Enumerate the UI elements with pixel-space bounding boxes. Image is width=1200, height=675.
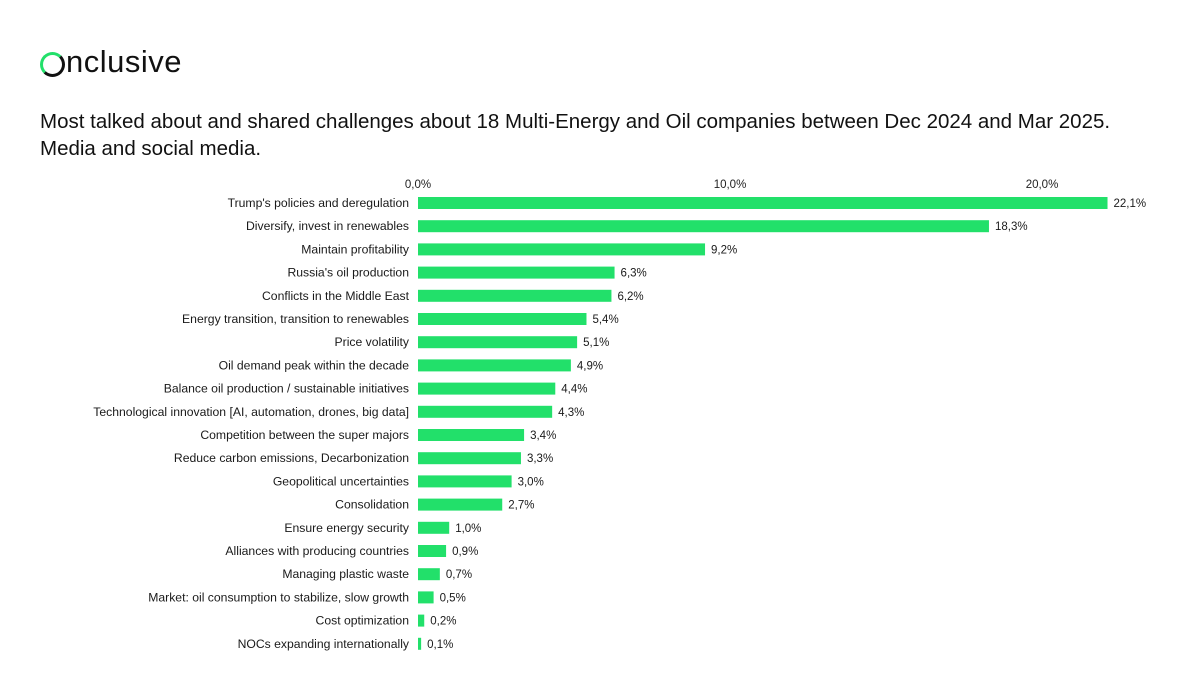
value-label: 9,2% [711,244,737,256]
category-label: Cost optimization [316,614,409,628]
value-label: 3,3% [527,453,553,465]
category-label: Alliances with producing countries [225,544,409,558]
bar [418,266,615,279]
value-label: 4,9% [577,360,603,372]
bar [418,359,571,372]
x-tick-label: 0,0% [405,179,431,191]
value-label: 22,1% [1114,198,1147,210]
category-label: Competition between the super majors [200,428,409,442]
brand-logo: nclusive [40,44,182,80]
value-label: 0,1% [427,639,453,651]
bar [418,197,1108,209]
value-label: 4,4% [561,384,587,396]
category-label: Managing plastic waste [282,567,409,581]
value-label: 6,3% [621,268,647,280]
x-tick-label: 20,0% [1026,179,1059,191]
category-label: Technological innovation [AI, automation… [93,405,409,419]
value-label: 3,4% [530,430,556,442]
category-label: Diversify, invest in renewables [246,219,409,233]
bar [418,289,612,302]
category-label: Balance oil production / sustainable ini… [164,382,409,396]
bar [418,220,989,233]
bar [418,614,425,627]
bar [418,429,525,441]
bar [418,336,578,349]
category-label: Russia's oil production [287,266,409,280]
brand-name: nclusive [66,44,182,79]
category-label: Energy transition, transition to renewab… [182,312,409,326]
value-label: 0,2% [430,616,456,628]
bar [418,452,521,465]
bar [418,243,706,256]
bar [418,382,556,395]
value-label: 0,5% [440,592,466,604]
bar [418,521,450,534]
category-label: Conflicts in the Middle East [262,289,410,303]
value-label: 4,3% [558,407,584,419]
bar [418,568,440,581]
bar [418,498,503,511]
category-label: Geopolitical uncertainties [273,474,409,488]
bar [418,545,447,557]
category-label: Maintain profitability [301,242,410,256]
value-label: 0,7% [446,569,472,581]
bar [418,637,422,650]
value-label: 5,1% [583,337,609,349]
category-label: Consolidation [335,498,409,512]
bar [418,475,512,488]
value-label: 5,4% [592,314,618,326]
value-label: 3,0% [518,476,544,488]
logo-ring-icon [40,51,65,77]
value-label: 2,7% [508,500,534,512]
bar-chart: 0,0% 10,0% 20,0% Trump's policies and dereg… [93,179,1147,651]
value-label: 0,9% [452,546,478,558]
category-label: Ensure energy security [284,521,410,535]
category-label: Oil demand peak within the decade [219,358,410,372]
category-label: NOCs expanding internationally [238,637,410,651]
chart-title: Most talked about and shared challenges … [40,110,1111,160]
value-label: 6,2% [617,291,643,303]
value-label: 18,3% [995,221,1028,233]
category-label: Reduce carbon emissions, Decarbonization [174,451,409,465]
category-label: Price volatility [335,335,410,349]
value-label: 1,0% [455,523,481,535]
category-label: Market: oil consumption to stabilize, sl… [148,590,409,604]
bar [418,591,434,604]
category-label: Trump's policies and deregulation [228,196,409,210]
bar [418,405,553,418]
x-tick-label: 10,0% [714,179,747,191]
bar [418,313,587,325]
